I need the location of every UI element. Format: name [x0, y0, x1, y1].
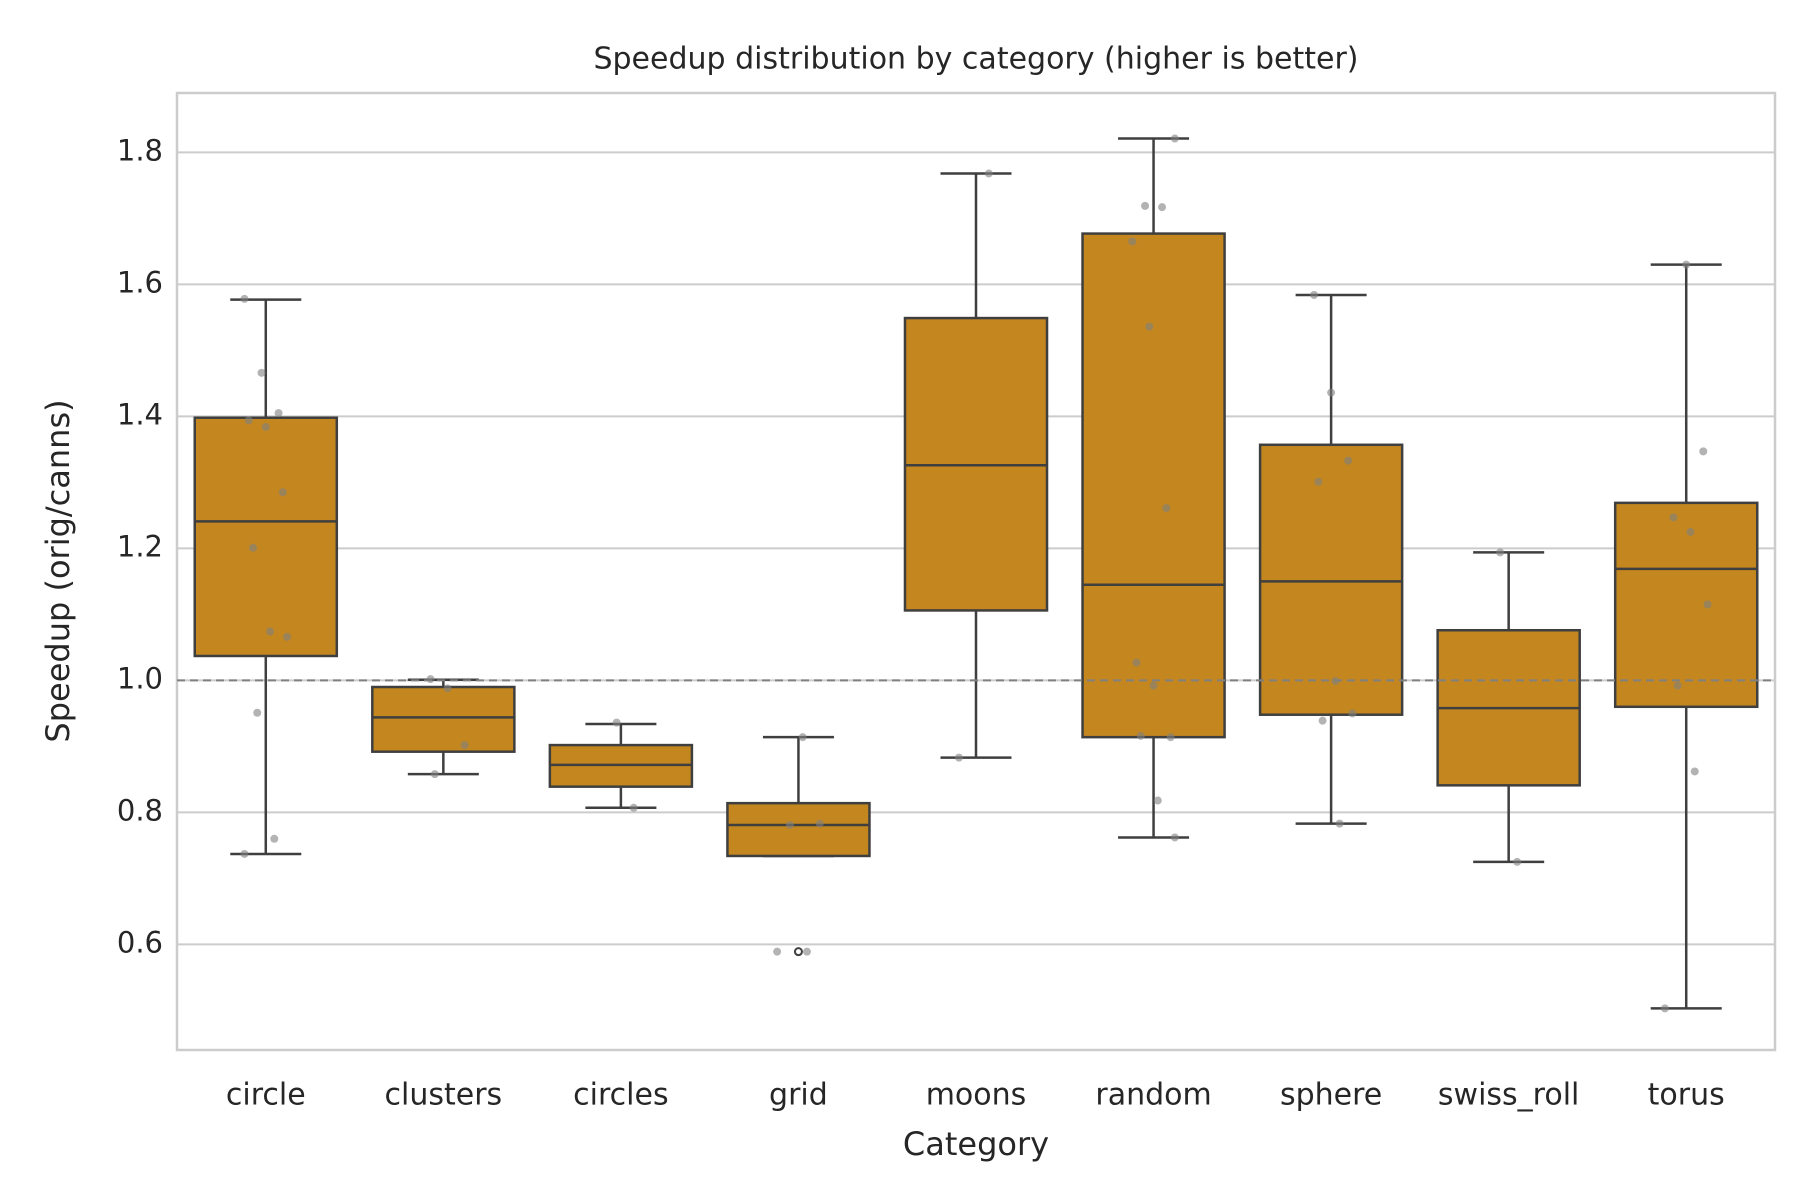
- y-axis-label: Speedup (orig/canns): [39, 399, 77, 742]
- data-point: [257, 368, 266, 377]
- data-point: [1132, 658, 1141, 667]
- data-point: [1136, 731, 1145, 740]
- data-point: [274, 409, 283, 418]
- data-point: [954, 753, 963, 762]
- data-point: [984, 169, 993, 178]
- y-tick-label: 1.4: [117, 397, 163, 431]
- y-tick-label: 0.8: [117, 793, 163, 827]
- data-point: [240, 294, 249, 303]
- data-point: [1327, 388, 1336, 397]
- x-tick-label: sphere: [1280, 1078, 1382, 1113]
- data-point: [815, 819, 824, 828]
- data-point: [1153, 796, 1162, 805]
- y-tick-label: 1.6: [117, 265, 163, 299]
- data-point: [1314, 477, 1323, 486]
- data-point: [1344, 456, 1353, 465]
- data-point: [1348, 709, 1357, 718]
- y-tick-label: 1.8: [117, 133, 163, 167]
- box: [726, 801, 871, 858]
- x-tick-label: moons: [926, 1078, 1027, 1113]
- plot-frame: [175, 91, 1777, 1052]
- data-point: [1690, 767, 1699, 776]
- data-point: [430, 770, 439, 779]
- data-point: [785, 820, 794, 829]
- data-point: [1686, 527, 1695, 536]
- y-tick-label: 1.0: [117, 661, 163, 695]
- data-point: [1141, 201, 1150, 210]
- y-tick-label: 0.6: [117, 925, 163, 959]
- x-axis-label: Category: [903, 1125, 1049, 1163]
- data-point: [773, 947, 782, 956]
- x-tick-label: random: [1095, 1078, 1211, 1113]
- x-tick-label: circle: [226, 1078, 306, 1113]
- y-tick-label: 1.2: [117, 529, 163, 563]
- data-point: [1513, 857, 1522, 866]
- data-point: [443, 684, 452, 693]
- data-point: [270, 834, 279, 843]
- data-point: [460, 741, 469, 750]
- data-point: [261, 422, 270, 431]
- x-tick-label: grid: [769, 1078, 828, 1113]
- data-point: [253, 708, 262, 717]
- data-point: [1170, 833, 1179, 842]
- data-point: [240, 849, 249, 858]
- data-point: [278, 488, 287, 497]
- box: [193, 416, 339, 658]
- data-point: [283, 632, 292, 641]
- x-tick-label: circles: [573, 1078, 668, 1113]
- data-point: [1166, 733, 1175, 742]
- data-point: [426, 675, 435, 684]
- data-point: [1496, 548, 1505, 557]
- data-point: [1158, 203, 1167, 212]
- x-tick-label: swiss_roll: [1438, 1078, 1579, 1113]
- data-point: [629, 803, 638, 812]
- data-point: [1170, 134, 1179, 143]
- data-point: [1660, 1004, 1669, 1013]
- data-point: [802, 947, 811, 956]
- data-point: [244, 416, 253, 425]
- data-point: [1149, 681, 1158, 690]
- data-point: [1145, 322, 1154, 331]
- box: [1081, 232, 1226, 739]
- box: [1258, 443, 1404, 716]
- box: [1613, 501, 1759, 709]
- data-point: [1318, 716, 1327, 725]
- data-point: [266, 627, 275, 636]
- data-point: [798, 733, 807, 742]
- data-point: [1703, 600, 1712, 609]
- data-point: [1682, 260, 1691, 269]
- data-point: [1162, 504, 1171, 513]
- data-point: [1128, 237, 1137, 246]
- data-point: [1310, 290, 1319, 299]
- data-point: [612, 718, 621, 727]
- data-point: [1673, 681, 1682, 690]
- chart-title: Speedup distribution by category (higher…: [593, 42, 1358, 77]
- data-point: [1699, 447, 1708, 456]
- flier: [793, 947, 803, 957]
- data-point: [1669, 513, 1678, 522]
- data-point: [1335, 819, 1344, 828]
- x-tick-label: clusters: [385, 1078, 503, 1113]
- box: [371, 685, 516, 753]
- data-point: [248, 543, 257, 552]
- x-tick-label: torus: [1648, 1078, 1725, 1113]
